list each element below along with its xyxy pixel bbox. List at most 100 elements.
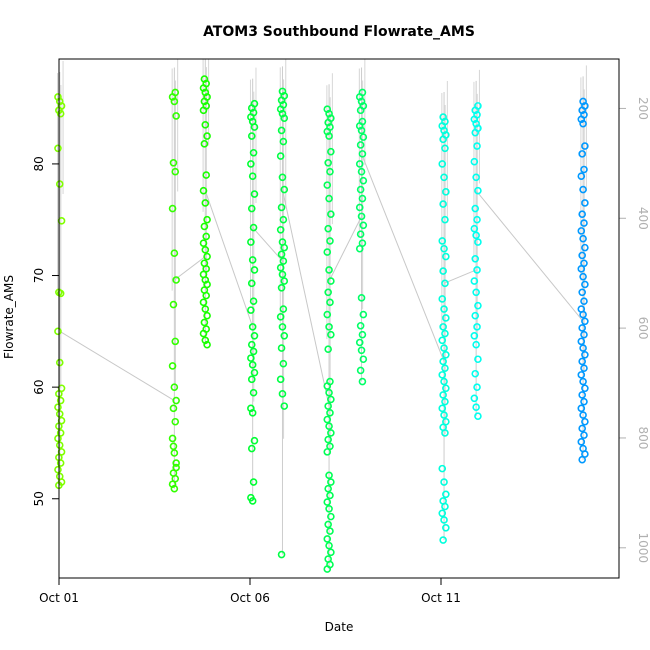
data-point xyxy=(470,277,479,285)
data-point xyxy=(55,358,64,367)
data-point xyxy=(324,159,332,167)
data-point xyxy=(578,288,586,297)
trace-lines xyxy=(59,153,584,407)
trace-segment xyxy=(174,256,206,281)
data-point xyxy=(276,105,285,114)
data-point xyxy=(324,402,332,410)
data-point xyxy=(579,377,587,386)
data-point xyxy=(278,87,287,96)
data-point xyxy=(439,357,447,366)
data-point xyxy=(581,384,589,393)
data-point xyxy=(355,338,364,347)
data-point xyxy=(358,330,367,339)
data-point xyxy=(276,225,285,234)
data-point xyxy=(326,237,334,245)
data-point xyxy=(578,357,586,366)
data-point xyxy=(169,404,178,413)
data-point xyxy=(201,199,210,207)
data-point xyxy=(440,344,448,352)
data-point xyxy=(202,171,211,179)
data-point xyxy=(439,267,447,275)
plot-frame xyxy=(58,58,620,579)
trace-segment xyxy=(281,189,330,407)
data-point xyxy=(278,323,287,331)
data-point xyxy=(324,520,332,529)
data-point xyxy=(441,429,449,437)
data-point xyxy=(577,115,586,124)
data-point xyxy=(578,424,586,433)
data-point xyxy=(56,459,65,467)
data-point xyxy=(324,484,332,493)
trace-segment xyxy=(204,190,254,328)
data-point xyxy=(357,167,366,176)
data-point xyxy=(438,160,447,168)
data-point xyxy=(578,324,586,332)
data-point xyxy=(578,106,586,115)
data-point xyxy=(470,394,479,403)
x-tick-label: Oct 06 xyxy=(230,591,270,605)
data-point xyxy=(580,297,588,306)
data-point xyxy=(247,404,255,413)
data-point xyxy=(247,238,255,246)
data-point xyxy=(327,429,335,437)
data-point xyxy=(247,132,256,140)
trace-segment xyxy=(361,153,445,362)
data-point xyxy=(276,263,285,272)
data-point xyxy=(323,415,332,424)
data-point xyxy=(279,305,288,313)
y-axis-label: Flowrate_AMS xyxy=(2,275,16,359)
data-point xyxy=(581,280,589,289)
data-point xyxy=(578,251,586,260)
data-point xyxy=(203,252,211,261)
axes: Oct 01 Oct 06 Oct 11 50 60 70 80 200 400 600 800 10… xyxy=(32,97,650,605)
data-point xyxy=(325,132,333,140)
data-point xyxy=(357,126,366,135)
data-point xyxy=(201,246,210,254)
data-point xyxy=(54,434,62,443)
data-point xyxy=(578,391,586,399)
data-point xyxy=(442,314,450,322)
data-point xyxy=(325,323,333,331)
data-point xyxy=(324,118,332,127)
data-point xyxy=(55,180,64,188)
data-point xyxy=(247,375,256,384)
y-tick-label: 50 xyxy=(32,491,46,506)
data-point xyxy=(278,390,287,398)
data-point xyxy=(280,331,289,340)
data-point xyxy=(247,444,256,453)
data-points xyxy=(54,75,589,573)
trace-segment xyxy=(443,269,477,284)
data-point xyxy=(278,173,287,182)
data-point xyxy=(202,232,211,241)
data-point xyxy=(439,391,447,399)
data-point xyxy=(473,215,481,224)
data-point xyxy=(279,257,288,265)
data-point xyxy=(577,371,586,379)
data-point xyxy=(439,536,447,544)
data-point xyxy=(441,215,449,224)
data-point xyxy=(580,364,588,372)
data-point xyxy=(199,298,208,307)
data-point xyxy=(356,230,365,239)
data-point xyxy=(440,516,448,524)
data-point xyxy=(440,244,448,253)
data-point xyxy=(471,204,480,213)
data-point xyxy=(169,159,178,167)
chart-title: ATOM3 Southbound Flowrate_AMS xyxy=(203,24,475,40)
data-point xyxy=(247,279,256,288)
data-point xyxy=(325,541,333,550)
data-point xyxy=(201,276,210,284)
data-point xyxy=(171,167,180,176)
data-point xyxy=(473,323,481,331)
data-point xyxy=(249,347,258,356)
data-point xyxy=(323,565,332,573)
data-point xyxy=(471,106,480,115)
data-point xyxy=(472,173,480,182)
data-point xyxy=(56,396,65,405)
data-point xyxy=(471,369,480,378)
data-point xyxy=(168,480,177,489)
data-point xyxy=(277,126,286,135)
data-point xyxy=(200,140,209,148)
data-point xyxy=(580,165,588,174)
data-point xyxy=(472,340,480,349)
